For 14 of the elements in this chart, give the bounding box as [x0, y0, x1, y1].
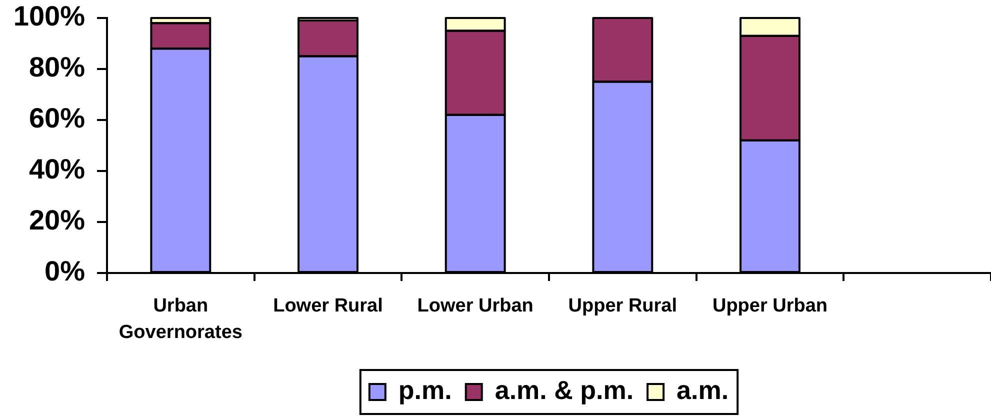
y-tick-label: 80%	[28, 52, 86, 83]
legend-label: a.m. & p.m.	[494, 375, 634, 406]
y-tick-label: 0%	[44, 256, 86, 287]
legend-label: p.m.	[398, 375, 452, 406]
legend-label: a.m.	[676, 375, 729, 406]
y-tick-label: 100%	[13, 0, 86, 32]
y-tick-label: 60%	[28, 102, 86, 134]
x-tick-label: Upper Rural	[568, 296, 678, 317]
y-tick-label: 40%	[28, 154, 86, 185]
y-tick-label: 20%	[28, 204, 86, 236]
x-tick-label: Urban Governorates	[118, 296, 242, 344]
x-tick-label: Lower Urban	[417, 296, 534, 317]
x-tick-label: Lower Rural	[273, 296, 383, 317]
x-tick-label: Upper Urban	[712, 296, 828, 317]
